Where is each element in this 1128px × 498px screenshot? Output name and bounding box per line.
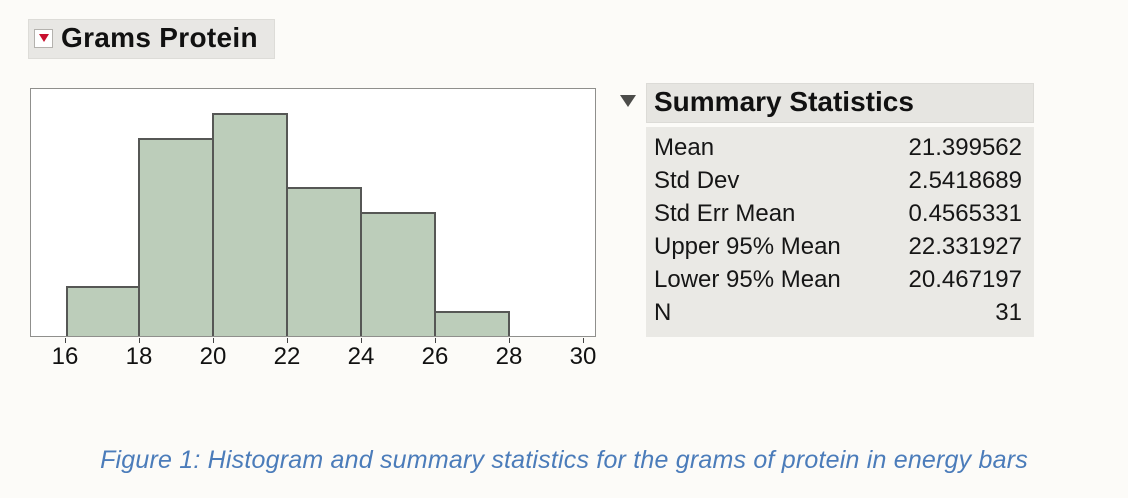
figure-caption: Figure 1: Histogram and summary statisti…: [100, 446, 1028, 474]
stat-value: 22.331927: [908, 233, 1022, 260]
x-tick: [213, 338, 214, 343]
outline-title: Grams Protein: [61, 22, 258, 53]
x-tick-label: 28: [495, 343, 523, 370]
stat-label: Std Dev: [654, 167, 740, 194]
x-tick: [65, 338, 66, 343]
x-tick: [583, 338, 584, 343]
summary-disclosure-button[interactable]: [620, 95, 636, 107]
stat-row-std-err-mean: Std Err Mean 0.4565331: [654, 197, 1022, 230]
stat-row-mean: Mean 21.399562: [654, 131, 1022, 164]
stat-row-std-dev: Std Dev 2.5418689: [654, 164, 1022, 197]
stat-label: N: [654, 299, 672, 326]
stat-value: 0.4565331: [908, 200, 1022, 227]
histogram-bar-26-28[interactable]: [434, 311, 510, 336]
stat-row-lower-95-mean: Lower 95% Mean 20.467197: [654, 263, 1022, 296]
outline-header-grams-protein: Grams Protein: [28, 19, 275, 59]
stat-value: 20.467197: [908, 266, 1022, 293]
x-axis: 16 18 20 22 24 26 28 30: [30, 338, 596, 372]
stat-label: Mean: [654, 134, 715, 161]
red-triangle-menu-button[interactable]: [34, 28, 53, 48]
histogram-bar-20-22[interactable]: [212, 113, 288, 336]
stat-label: Upper 95% Mean: [654, 233, 841, 260]
x-tick-label: 26: [421, 343, 449, 370]
x-tick: [435, 338, 436, 343]
summary-stats-table: Mean 21.399562 Std Dev 2.5418689 Std Err Mea…: [646, 127, 1034, 337]
histogram-plot: [30, 88, 596, 337]
stat-value: 2.5418689: [908, 167, 1022, 194]
x-tick: [287, 338, 288, 343]
x-tick: [361, 338, 362, 343]
stat-row-n: N 31: [654, 296, 1022, 329]
stat-value: 31: [995, 299, 1022, 326]
x-tick: [139, 338, 140, 343]
stat-row-upper-95-mean: Upper 95% Mean 22.331927: [654, 230, 1022, 263]
stat-label: Lower 95% Mean: [654, 266, 841, 293]
x-tick-label: 18: [125, 343, 153, 370]
x-tick-label: 22: [273, 343, 301, 370]
histogram-bar-22-24[interactable]: [286, 187, 362, 336]
histogram-bar-18-20[interactable]: [138, 138, 214, 336]
summary-title: Summary Statistics: [654, 86, 914, 117]
x-tick-label: 16: [51, 343, 79, 370]
x-tick: [509, 338, 510, 343]
x-tick-label: 24: [347, 343, 375, 370]
x-tick-label: 20: [199, 343, 227, 370]
x-tick-label: 30: [569, 343, 597, 370]
stat-label: Std Err Mean: [654, 200, 796, 227]
histogram-bar-24-26[interactable]: [360, 212, 436, 336]
stat-value: 21.399562: [908, 134, 1022, 161]
histogram-bar-16-18[interactable]: [66, 286, 140, 336]
summary-title-box: Summary Statistics: [646, 83, 1034, 124]
red-triangle-menu-icon: [38, 34, 49, 42]
